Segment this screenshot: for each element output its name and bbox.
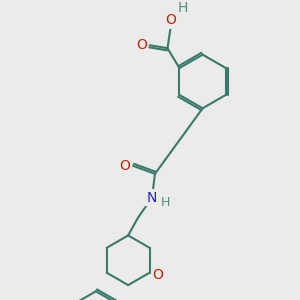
Text: O: O [136, 38, 147, 52]
Text: N: N [147, 191, 157, 205]
Text: H: H [177, 2, 188, 16]
Text: O: O [120, 159, 130, 173]
Text: H: H [161, 196, 171, 209]
Text: O: O [165, 14, 176, 27]
Text: O: O [152, 268, 163, 282]
